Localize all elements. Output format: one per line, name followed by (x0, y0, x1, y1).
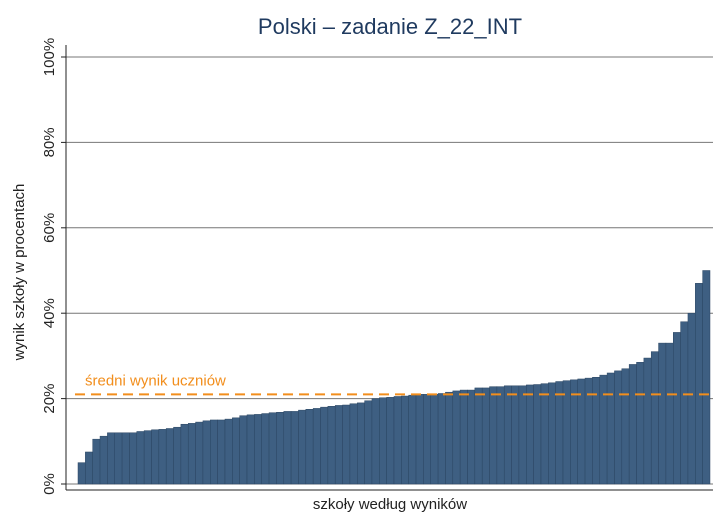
bar (165, 428, 174, 485)
bar (158, 429, 167, 485)
bar (650, 351, 659, 485)
bar (334, 405, 343, 485)
y-tick-label: 60% (41, 213, 58, 243)
bar (415, 394, 424, 485)
bar (636, 362, 645, 485)
bar (386, 397, 395, 485)
bar (232, 417, 240, 485)
bar (481, 387, 490, 485)
bar (423, 394, 431, 485)
bar (555, 381, 564, 485)
y-tick-label: 40% (41, 298, 58, 328)
bar (268, 412, 277, 485)
bar (254, 414, 262, 485)
bar (401, 395, 409, 485)
bar (658, 342, 667, 485)
bar (305, 409, 314, 485)
bar (246, 414, 255, 485)
mean-label: średni wynik uczniów (85, 372, 226, 389)
bar (202, 420, 211, 485)
bar (511, 385, 520, 485)
bar (342, 404, 351, 485)
bar (210, 419, 218, 485)
bar (459, 389, 468, 485)
bar (371, 398, 380, 485)
bar (570, 379, 578, 485)
bar (379, 397, 387, 485)
bar (187, 423, 196, 485)
bar (349, 403, 358, 485)
bar (628, 364, 637, 485)
bar (121, 432, 130, 485)
bar (261, 413, 270, 485)
bar (85, 451, 93, 485)
bar (643, 357, 652, 485)
bar (180, 423, 189, 485)
bar (283, 411, 292, 485)
bar (357, 402, 365, 485)
bar (548, 382, 556, 485)
bar (540, 383, 549, 485)
bar (408, 394, 417, 485)
bar (77, 462, 86, 485)
bar (695, 283, 703, 485)
bar (195, 421, 204, 485)
bar (320, 406, 329, 485)
bar (107, 432, 115, 485)
y-tick-label: 100% (41, 38, 58, 76)
bar (276, 412, 285, 485)
y-axis-label: wynik szkoły w procentach (11, 184, 28, 362)
bar (129, 432, 138, 485)
bar (702, 270, 711, 485)
bar (687, 312, 696, 485)
bar (474, 387, 483, 485)
bar (496, 386, 505, 485)
bar (327, 406, 336, 485)
y-tick-label: 80% (41, 127, 58, 157)
bar (673, 332, 681, 485)
bar (99, 435, 108, 485)
bar (526, 384, 534, 485)
y-tick-label: 20% (41, 384, 58, 414)
bar (217, 419, 226, 485)
bar (503, 385, 512, 485)
bar (143, 430, 152, 485)
bar (92, 438, 101, 485)
bar (592, 377, 601, 485)
bar (393, 396, 402, 485)
bar (489, 386, 498, 485)
bar (562, 380, 571, 485)
bar (614, 370, 623, 485)
bar (364, 400, 373, 485)
bar (224, 418, 233, 485)
bar (452, 390, 461, 485)
chart-title: Polski – zadanie Z_22_INT (258, 14, 522, 39)
bar (136, 431, 145, 485)
bar (621, 368, 630, 485)
bar (518, 385, 527, 485)
bar (680, 321, 689, 485)
bar (151, 429, 160, 485)
bar (173, 426, 182, 485)
bar (298, 409, 307, 485)
bar (445, 391, 454, 485)
bar (290, 411, 299, 485)
bar (430, 394, 439, 485)
x-axis-label: szkoły według wyników (313, 496, 467, 513)
bar (239, 415, 248, 485)
bar (312, 408, 321, 485)
bar (114, 432, 123, 485)
bar (665, 342, 674, 485)
y-tick-label: 0% (41, 473, 58, 495)
bar (606, 372, 615, 485)
bar (467, 389, 476, 485)
bar (437, 393, 446, 485)
bar (599, 374, 608, 485)
bar (533, 384, 542, 485)
